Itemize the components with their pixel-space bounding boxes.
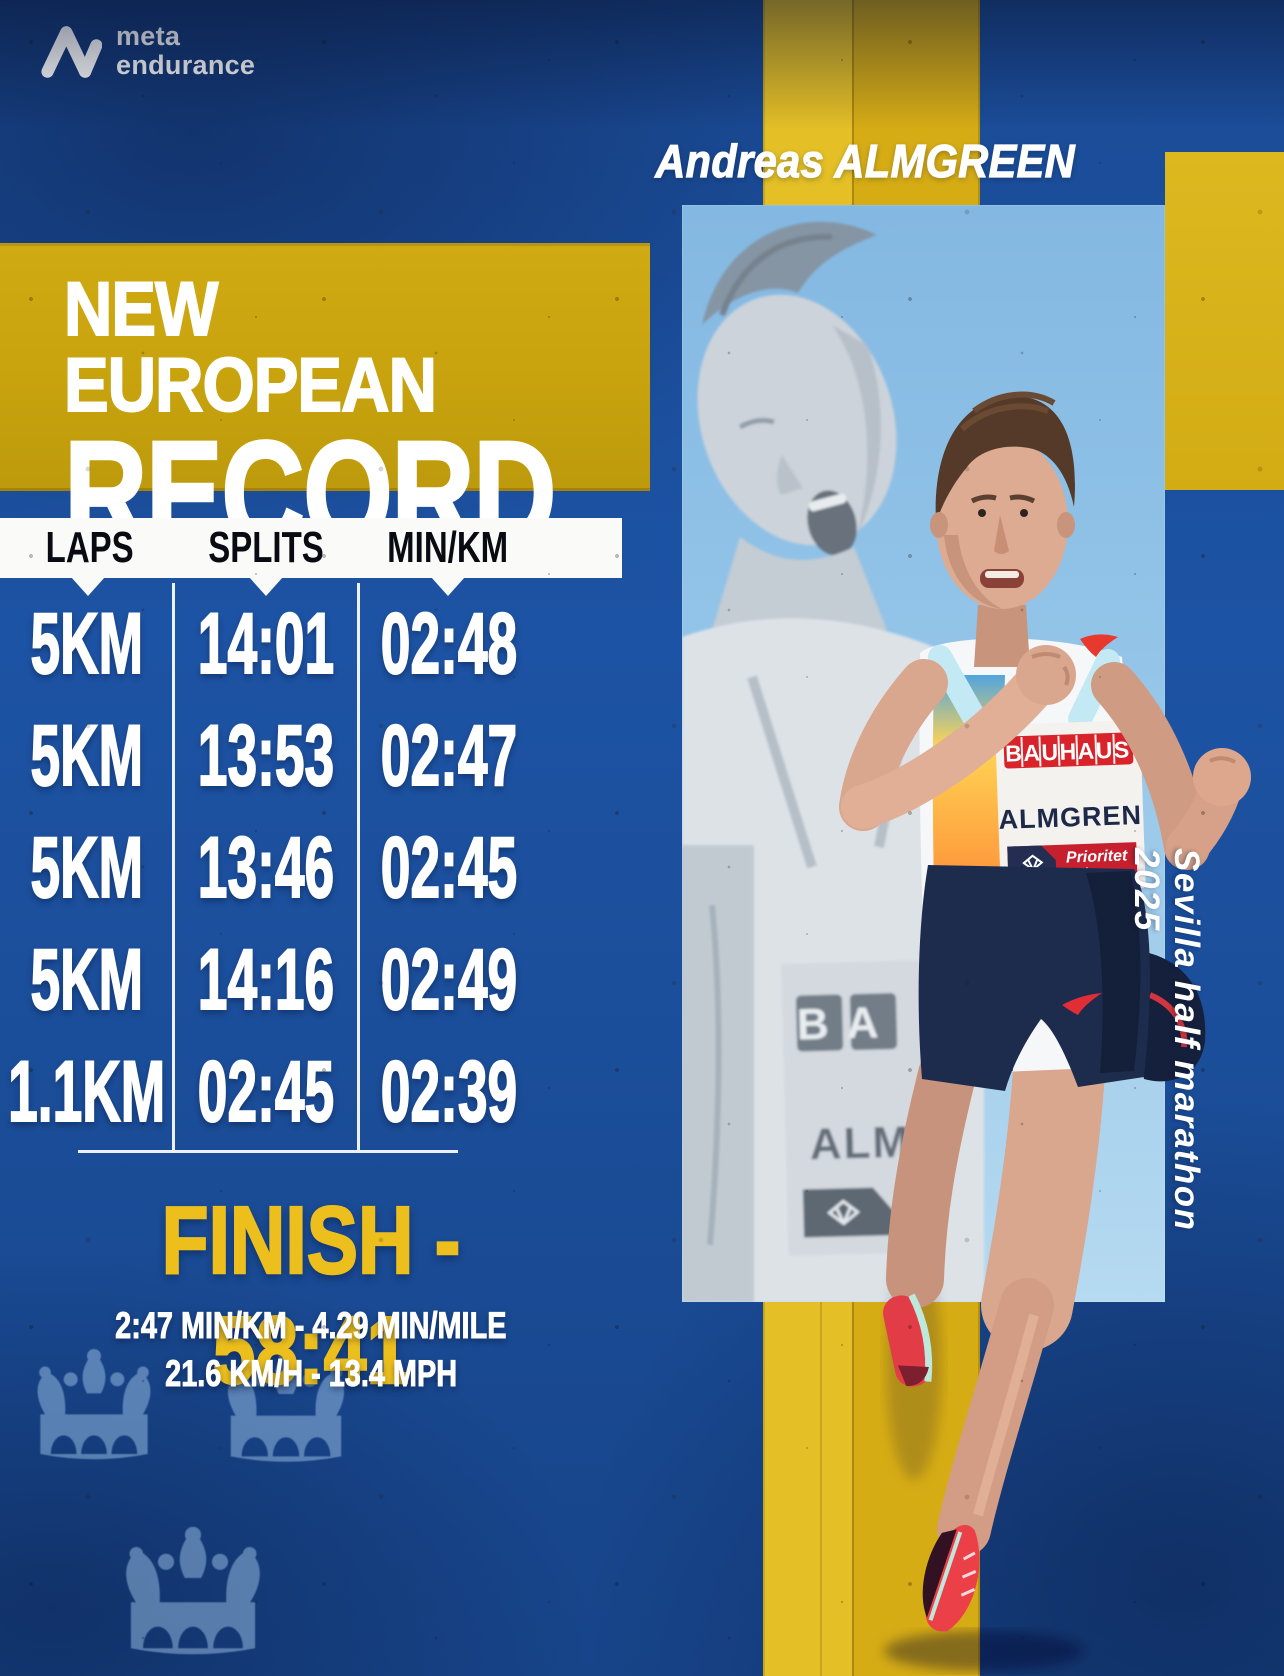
column-header-laps: LAPS [45,523,135,572]
pace-cell: 02:48 [380,595,518,693]
table-divider-2 [357,583,360,1150]
lap-cell: 5KM [30,819,144,917]
lap-cell: 5KM [30,595,144,693]
crown-watermark-1 [37,1349,151,1460]
header-notch-1 [71,577,105,596]
table-divider-1 [172,583,175,1150]
brand-line1: meta [116,21,181,51]
pace-line: 2:47 MIN/KM - 4.29 MIN/MILE [115,1305,507,1347]
splits-table-header: LAPS SPLITS MIN/KM [0,518,622,578]
lap-cell: 5KM [30,707,144,805]
table-bottom-rule [78,1150,458,1153]
table-row: 5KM 13:53 02:47 [0,700,622,812]
lap-cell: 5KM [30,931,144,1029]
crown-watermark-3 [126,1526,260,1655]
pace-cell: 02:45 [380,819,518,917]
lap-cell: 1.1KM [7,1043,166,1141]
table-row: 5KM 14:16 02:49 [0,924,622,1036]
header-notch-2 [249,577,283,596]
table-row: 5KM 13:46 02:45 [0,812,622,924]
background-bib-name-partial: ALM [809,1118,912,1170]
column-header-splits: SPLITS [208,523,324,572]
brand-line2: endurance [116,50,256,80]
bib-footer-line1: Prioritet [1066,847,1129,866]
bib-name-text: ALMGREN [998,800,1142,835]
table-row: 1.1KM 02:45 02:39 [0,1036,622,1148]
speed-line: 21.6 KM/H - 13.4 MPH [165,1353,458,1395]
split-cell: 02:45 [197,1043,335,1141]
crown-watermark-2 [227,1348,345,1462]
finish-time: FINISH - 58:41 [161,1186,462,1406]
meta-endurance-mark-icon [41,26,102,78]
flag-horizontal-yellow-band-left [0,243,650,491]
pace-cell: 02:47 [380,707,518,805]
pace-cell: 02:39 [380,1043,518,1141]
brand-logo: meta endurance [40,22,255,80]
split-cell: 14:01 [197,595,335,693]
athlete-name: Andreas ALMGREEN [655,134,1075,187]
background-bib-sponsor-partial: BA [796,998,897,1050]
table-row: 5KM 14:01 02:48 [0,588,622,700]
pace-stats: 2:47 MIN/KM - 4.29 MIN/MILE 21.6 KM/H - … [0,1302,622,1398]
flag-horizontal-yellow-band-right [1165,152,1284,490]
pace-cell: 02:49 [380,931,518,1029]
bib-sponsor-text: BAUHAUS [1005,736,1131,766]
header-notch-3 [431,577,465,596]
event-caption-vertical: Sevilla half marathon 2025 [1127,848,1206,1232]
split-cell: 13:53 [197,707,335,805]
column-header-minkm: MIN/KM [387,523,509,572]
headline-line1: NEW EUROPEAN [63,267,438,428]
runner-illustration: BAUHAUS ALMGREN Prioritet Finans [839,391,1251,1671]
split-cell: 13:46 [197,819,335,917]
split-cell: 14:16 [197,931,335,1029]
